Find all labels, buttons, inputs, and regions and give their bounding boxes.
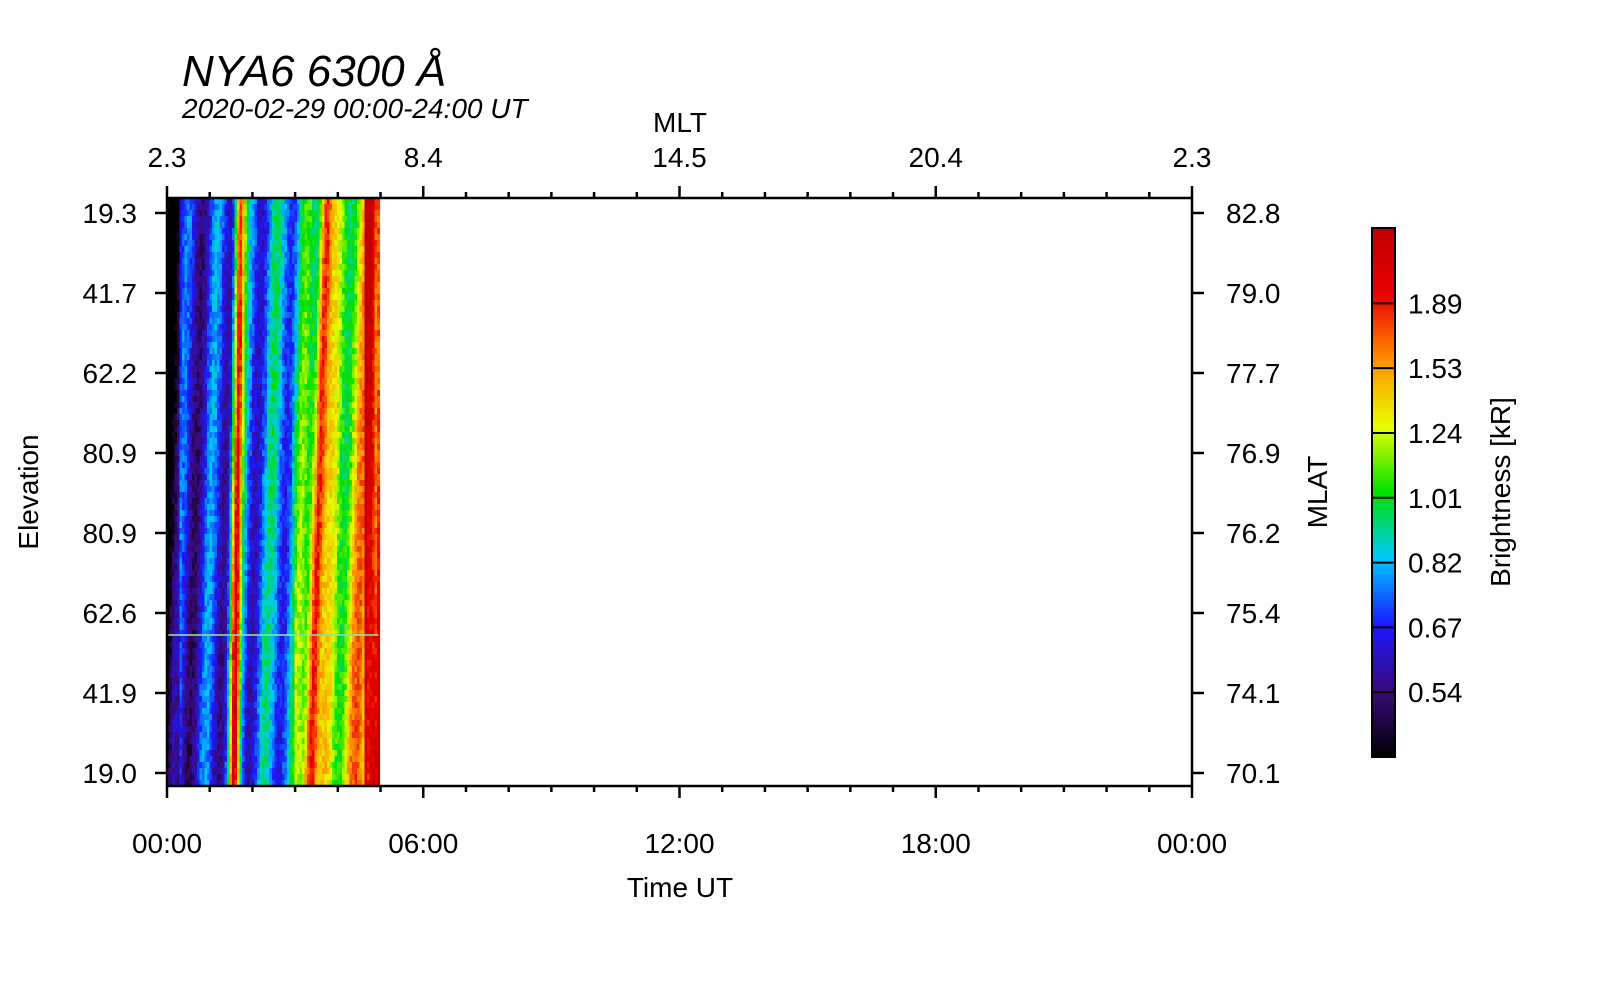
y-tick-label: 80.9 xyxy=(83,438,138,469)
colorbar-tick-label: 1.53 xyxy=(1408,353,1463,384)
y-tick-label: 19.3 xyxy=(83,198,138,229)
x-tick-label: 06:00 xyxy=(388,828,458,859)
x-top-tick-label: 2.3 xyxy=(148,142,187,173)
y-right-tick-label: 75.4 xyxy=(1226,598,1281,629)
y-tick-label: 41.7 xyxy=(83,278,138,309)
colorbar-gradient xyxy=(1371,227,1396,758)
axis-ticks xyxy=(155,186,1204,798)
y-tick-label: 80.9 xyxy=(83,518,138,549)
x-tick-label: 12:00 xyxy=(644,828,714,859)
colorbar-tick-label: 1.01 xyxy=(1408,483,1463,514)
y-axis-title: Elevation xyxy=(13,434,44,549)
x-top-tick-label: 2.3 xyxy=(1173,142,1212,173)
x-top-axis-title: MLT xyxy=(653,107,707,138)
x-top-tick-label: 8.4 xyxy=(404,142,443,173)
heatmap-image xyxy=(167,198,381,787)
y-tick-label: 41.9 xyxy=(83,678,138,709)
x-tick-label: 18:00 xyxy=(901,828,971,859)
colorbar-tick-label: 1.89 xyxy=(1408,288,1463,319)
y-right-axis-title: MLAT xyxy=(1302,456,1333,529)
chart-title: NYA6 6300 Å xyxy=(182,47,446,96)
y-tick-label: 62.6 xyxy=(83,598,138,629)
colorbar-tick-label: 1.24 xyxy=(1408,418,1463,449)
y-right-tick-label: 70.1 xyxy=(1226,758,1281,789)
x-top-tick-label: 14.5 xyxy=(652,142,707,173)
x-axis-title: Time UT xyxy=(627,872,733,903)
x-tick-label: 00:00 xyxy=(132,828,202,859)
y-right-tick-label: 77.7 xyxy=(1226,358,1281,389)
colorbar: 0.54 0.67 0.82 1.01 1.24 1.53 1.89 xyxy=(1371,227,1463,758)
y-right-tick-label: 79.0 xyxy=(1226,278,1281,309)
chart-subtitle: 2020-02-29 00:00-24:00 UT xyxy=(181,93,529,124)
colorbar-title: Brightness [kR] xyxy=(1485,397,1516,587)
y-right-tick-label: 76.2 xyxy=(1226,518,1281,549)
colorbar-tick-label: 0.54 xyxy=(1408,677,1463,708)
y-tick-label: 19.0 xyxy=(83,758,138,789)
y-tick-label: 62.2 xyxy=(83,358,138,389)
y-right-tick-label: 74.1 xyxy=(1226,678,1281,709)
y-right-tick-label: 76.9 xyxy=(1226,438,1281,469)
colorbar-tick-label: 0.82 xyxy=(1408,548,1463,579)
axis-tick-labels: 00:00 06:00 12:00 18:00 00:00 2.3 8.4 14.5 20.4 2… xyxy=(83,142,1281,859)
x-tick-label: 00:00 xyxy=(1157,828,1227,859)
x-top-tick-label: 20.4 xyxy=(909,142,964,173)
y-right-tick-label: 82.8 xyxy=(1226,198,1281,229)
colorbar-tick-label: 0.67 xyxy=(1408,612,1463,643)
